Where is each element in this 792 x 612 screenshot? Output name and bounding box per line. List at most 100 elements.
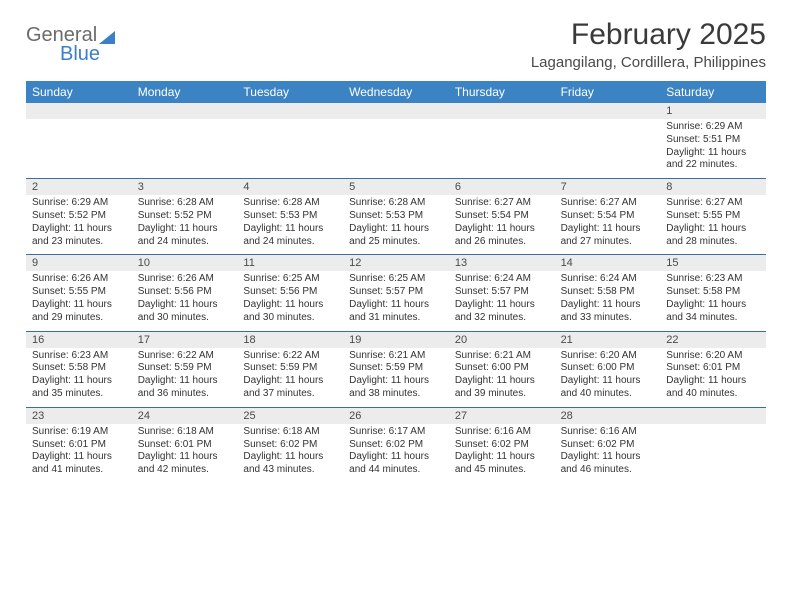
daylight-line: Daylight: 11 hours and 40 minutes. bbox=[666, 375, 760, 401]
sunset-line: Sunset: 5:52 PM bbox=[138, 210, 232, 223]
daylight-line: Daylight: 11 hours and 24 minutes. bbox=[138, 223, 232, 249]
day-number: 11 bbox=[237, 255, 343, 271]
day-number bbox=[555, 103, 661, 119]
sunset-line: Sunset: 5:53 PM bbox=[349, 210, 443, 223]
day-cell: Sunrise: 6:19 AMSunset: 6:01 PMDaylight:… bbox=[26, 424, 132, 483]
day-cell: Sunrise: 6:25 AMSunset: 5:56 PMDaylight:… bbox=[237, 271, 343, 330]
day-cell: Sunrise: 6:23 AMSunset: 5:58 PMDaylight:… bbox=[660, 271, 766, 330]
day-cell: Sunrise: 6:26 AMSunset: 5:56 PMDaylight:… bbox=[132, 271, 238, 330]
day-number: 1 bbox=[660, 103, 766, 119]
day-number: 22 bbox=[660, 332, 766, 348]
day-number: 9 bbox=[26, 255, 132, 271]
day-number: 2 bbox=[26, 179, 132, 195]
day-number: 13 bbox=[449, 255, 555, 271]
day-number: 8 bbox=[660, 179, 766, 195]
sunrise-line: Sunrise: 6:21 AM bbox=[455, 350, 549, 363]
sunrise-line: Sunrise: 6:20 AM bbox=[666, 350, 760, 363]
info-row: Sunrise: 6:19 AMSunset: 6:01 PMDaylight:… bbox=[26, 424, 766, 483]
day-cell: Sunrise: 6:21 AMSunset: 6:00 PMDaylight:… bbox=[449, 348, 555, 407]
daynum-row: 1 bbox=[26, 103, 766, 119]
day-cell: Sunrise: 6:28 AMSunset: 5:52 PMDaylight:… bbox=[132, 195, 238, 254]
day-number bbox=[26, 103, 132, 119]
weeks-container: 1Sunrise: 6:29 AMSunset: 5:51 PMDaylight… bbox=[26, 103, 766, 483]
day-number: 21 bbox=[555, 332, 661, 348]
sunset-line: Sunset: 5:59 PM bbox=[243, 362, 337, 375]
sunset-line: Sunset: 6:00 PM bbox=[455, 362, 549, 375]
day-cell bbox=[237, 119, 343, 178]
day-cell: Sunrise: 6:18 AMSunset: 6:01 PMDaylight:… bbox=[132, 424, 238, 483]
daylight-line: Daylight: 11 hours and 23 minutes. bbox=[32, 223, 126, 249]
day-cell bbox=[555, 119, 661, 178]
day-number: 4 bbox=[237, 179, 343, 195]
sunrise-line: Sunrise: 6:29 AM bbox=[666, 121, 760, 134]
daylight-line: Daylight: 11 hours and 45 minutes. bbox=[455, 451, 549, 477]
day-cell bbox=[26, 119, 132, 178]
daylight-line: Daylight: 11 hours and 42 minutes. bbox=[138, 451, 232, 477]
day-header: Monday bbox=[132, 81, 238, 103]
day-cell: Sunrise: 6:26 AMSunset: 5:55 PMDaylight:… bbox=[26, 271, 132, 330]
daylight-line: Daylight: 11 hours and 29 minutes. bbox=[32, 299, 126, 325]
sunset-line: Sunset: 6:02 PM bbox=[455, 439, 549, 452]
daylight-line: Daylight: 11 hours and 40 minutes. bbox=[561, 375, 655, 401]
daylight-line: Daylight: 11 hours and 22 minutes. bbox=[666, 147, 760, 173]
daylight-line: Daylight: 11 hours and 28 minutes. bbox=[666, 223, 760, 249]
day-cell: Sunrise: 6:17 AMSunset: 6:02 PMDaylight:… bbox=[343, 424, 449, 483]
day-number: 20 bbox=[449, 332, 555, 348]
sunset-line: Sunset: 6:02 PM bbox=[561, 439, 655, 452]
sunset-line: Sunset: 5:58 PM bbox=[666, 286, 760, 299]
day-cell: Sunrise: 6:22 AMSunset: 5:59 PMDaylight:… bbox=[237, 348, 343, 407]
day-number: 28 bbox=[555, 408, 661, 424]
sunset-line: Sunset: 6:02 PM bbox=[243, 439, 337, 452]
location-subtitle: Lagangilang, Cordillera, Philippines bbox=[531, 54, 766, 71]
calendar-grid: Sunday Monday Tuesday Wednesday Thursday… bbox=[26, 81, 766, 483]
day-number: 23 bbox=[26, 408, 132, 424]
daylight-line: Daylight: 11 hours and 46 minutes. bbox=[561, 451, 655, 477]
day-header: Saturday bbox=[660, 81, 766, 103]
daylight-line: Daylight: 11 hours and 32 minutes. bbox=[455, 299, 549, 325]
day-cell: Sunrise: 6:20 AMSunset: 6:00 PMDaylight:… bbox=[555, 348, 661, 407]
daylight-line: Daylight: 11 hours and 27 minutes. bbox=[561, 223, 655, 249]
sunrise-line: Sunrise: 6:23 AM bbox=[666, 273, 760, 286]
day-number: 27 bbox=[449, 408, 555, 424]
logo: GeneralBlue bbox=[26, 18, 115, 66]
sunrise-line: Sunrise: 6:25 AM bbox=[349, 273, 443, 286]
info-row: Sunrise: 6:26 AMSunset: 5:55 PMDaylight:… bbox=[26, 271, 766, 330]
sunset-line: Sunset: 5:58 PM bbox=[561, 286, 655, 299]
sunrise-line: Sunrise: 6:22 AM bbox=[138, 350, 232, 363]
daylight-line: Daylight: 11 hours and 43 minutes. bbox=[243, 451, 337, 477]
info-row: Sunrise: 6:29 AMSunset: 5:52 PMDaylight:… bbox=[26, 195, 766, 254]
sunrise-line: Sunrise: 6:25 AM bbox=[243, 273, 337, 286]
day-number: 15 bbox=[660, 255, 766, 271]
day-header: Sunday bbox=[26, 81, 132, 103]
sunrise-line: Sunrise: 6:24 AM bbox=[455, 273, 549, 286]
daylight-line: Daylight: 11 hours and 37 minutes. bbox=[243, 375, 337, 401]
sunset-line: Sunset: 5:51 PM bbox=[666, 134, 760, 147]
sunrise-line: Sunrise: 6:27 AM bbox=[561, 197, 655, 210]
day-cell: Sunrise: 6:24 AMSunset: 5:57 PMDaylight:… bbox=[449, 271, 555, 330]
day-header: Tuesday bbox=[237, 81, 343, 103]
daylight-line: Daylight: 11 hours and 36 minutes. bbox=[138, 375, 232, 401]
day-number bbox=[237, 103, 343, 119]
day-number: 18 bbox=[237, 332, 343, 348]
day-cell: Sunrise: 6:27 AMSunset: 5:55 PMDaylight:… bbox=[660, 195, 766, 254]
day-cell: Sunrise: 6:29 AMSunset: 5:51 PMDaylight:… bbox=[660, 119, 766, 178]
sunrise-line: Sunrise: 6:23 AM bbox=[32, 350, 126, 363]
day-cell: Sunrise: 6:23 AMSunset: 5:58 PMDaylight:… bbox=[26, 348, 132, 407]
daylight-line: Daylight: 11 hours and 38 minutes. bbox=[349, 375, 443, 401]
day-cell: Sunrise: 6:16 AMSunset: 6:02 PMDaylight:… bbox=[449, 424, 555, 483]
sunrise-line: Sunrise: 6:18 AM bbox=[138, 426, 232, 439]
logo-text-blue: Blue bbox=[60, 43, 115, 66]
daylight-line: Daylight: 11 hours and 44 minutes. bbox=[349, 451, 443, 477]
day-cell bbox=[660, 424, 766, 483]
day-number: 6 bbox=[449, 179, 555, 195]
sunrise-line: Sunrise: 6:26 AM bbox=[32, 273, 126, 286]
daylight-line: Daylight: 11 hours and 41 minutes. bbox=[32, 451, 126, 477]
day-header: Friday bbox=[555, 81, 661, 103]
day-header-row: Sunday Monday Tuesday Wednesday Thursday… bbox=[26, 81, 766, 103]
daynum-row: 232425262728 bbox=[26, 407, 766, 424]
info-row: Sunrise: 6:29 AMSunset: 5:51 PMDaylight:… bbox=[26, 119, 766, 178]
daynum-row: 16171819202122 bbox=[26, 331, 766, 348]
month-title: February 2025 bbox=[531, 18, 766, 52]
day-cell bbox=[132, 119, 238, 178]
sunrise-line: Sunrise: 6:18 AM bbox=[243, 426, 337, 439]
